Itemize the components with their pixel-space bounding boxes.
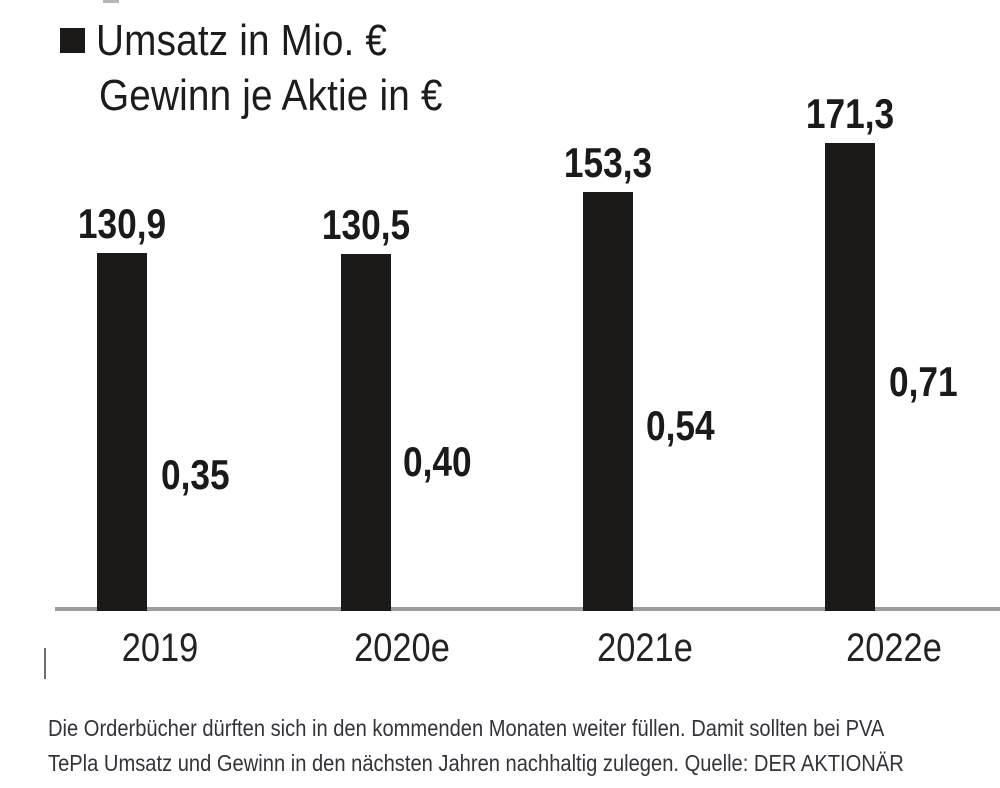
umsatz-value-label-2019: 130,9 bbox=[77, 200, 167, 247]
umsatz-value-label-2022e: 171,3 bbox=[805, 90, 895, 137]
gewinn-value-label-2019: 0,35 bbox=[161, 451, 230, 498]
cropped-heading-artifact bbox=[103, 0, 119, 3]
legend-umsatz-label: Umsatz in Mio. € bbox=[96, 16, 388, 65]
umsatz-value-label-2021e: 153,3 bbox=[563, 139, 653, 186]
x-axis-label-2022e: 2022e bbox=[846, 626, 942, 670]
x-axis-label-2019: 2019 bbox=[121, 626, 199, 670]
x-axis-line bbox=[55, 607, 1000, 611]
umsatz-bar-2021e bbox=[583, 192, 633, 611]
caption-line-1: Die Orderbücher dürften sich in den komm… bbox=[48, 715, 885, 741]
gewinn-value-label-2020e: 0,40 bbox=[403, 438, 472, 485]
umsatz-bar-2019 bbox=[97, 253, 147, 611]
text-cursor-artifact bbox=[44, 648, 46, 679]
gewinn-value-label-2022e: 0,71 bbox=[889, 358, 958, 405]
umsatz-value-label-2020e: 130,5 bbox=[321, 201, 411, 248]
umsatz-bar-2022e bbox=[825, 143, 875, 611]
caption-line-2: TePla Umsatz und Gewinn in den nächsten … bbox=[48, 750, 904, 776]
legend-gewinn-label: Gewinn je Aktie in € bbox=[99, 71, 443, 120]
gewinn-value-label-2021e: 0,54 bbox=[646, 402, 715, 449]
x-axis-label-2021e: 2021e bbox=[597, 626, 693, 670]
x-axis-label-2020e: 2020e bbox=[354, 626, 450, 670]
legend-umsatz-swatch-icon bbox=[60, 28, 85, 53]
umsatz-bar-2020e bbox=[341, 254, 391, 611]
caption: Die Orderbücher dürften sich in den komm… bbox=[48, 711, 993, 781]
